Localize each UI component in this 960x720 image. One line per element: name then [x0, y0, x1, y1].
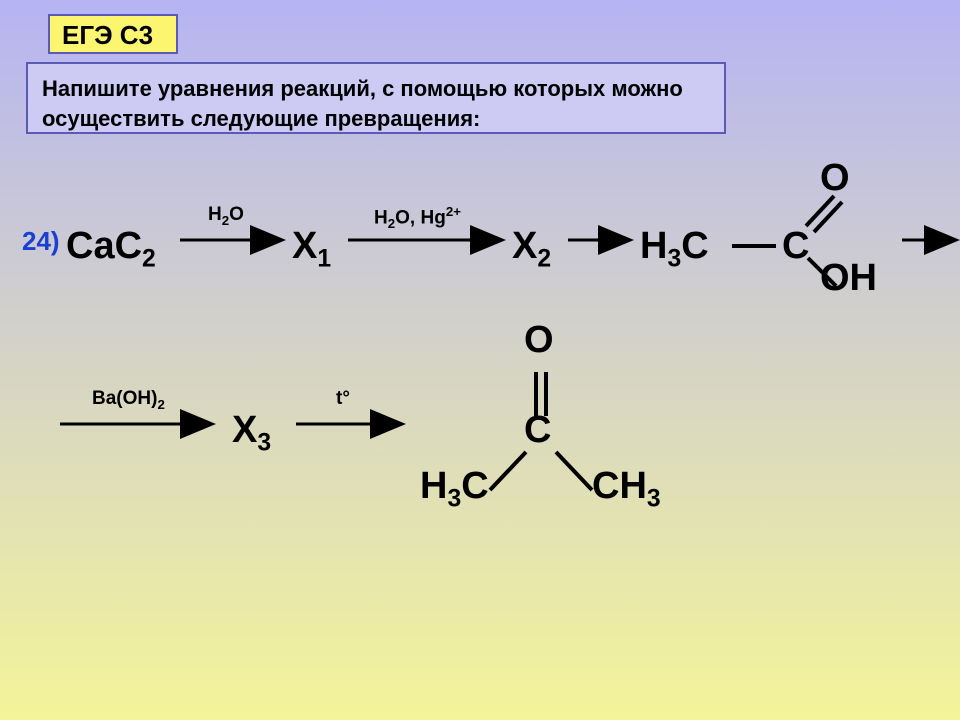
group-h3c-left: H3C: [420, 465, 489, 514]
title-text: ЕГЭ С3: [62, 20, 153, 50]
group-ch3-right: CH3: [592, 465, 661, 514]
formula-cac2: CaC2: [66, 225, 156, 274]
formula-h3c: H3C: [640, 225, 709, 274]
atom-o-acetone: O: [524, 319, 554, 362]
question-number: 24): [22, 226, 60, 257]
atom-o-cooh: O: [820, 157, 850, 200]
prompt-box: Напишите уравнения реакций, с помощью ко…: [26, 62, 726, 134]
atom-c-cooh: C: [782, 225, 809, 268]
formula-x2: X2: [512, 225, 551, 274]
condition-baoh2: Ba(OH)2: [92, 388, 165, 412]
prompt-line1: Напишите уравнения реакций, с помощью ко…: [42, 74, 710, 104]
atom-c-acetone: C: [524, 409, 551, 452]
prompt-line2: осуществить следующие превращения:: [42, 104, 710, 134]
title-box: ЕГЭ С3: [48, 14, 178, 54]
group-oh: OH: [820, 257, 877, 300]
formula-x3: X3: [232, 409, 271, 458]
formula-x1: X1: [292, 225, 331, 274]
condition-h2o: H2O: [208, 204, 244, 228]
condition-h2o-hg: H2O, Hg2+: [374, 204, 461, 231]
condition-temp: t°: [336, 388, 350, 410]
